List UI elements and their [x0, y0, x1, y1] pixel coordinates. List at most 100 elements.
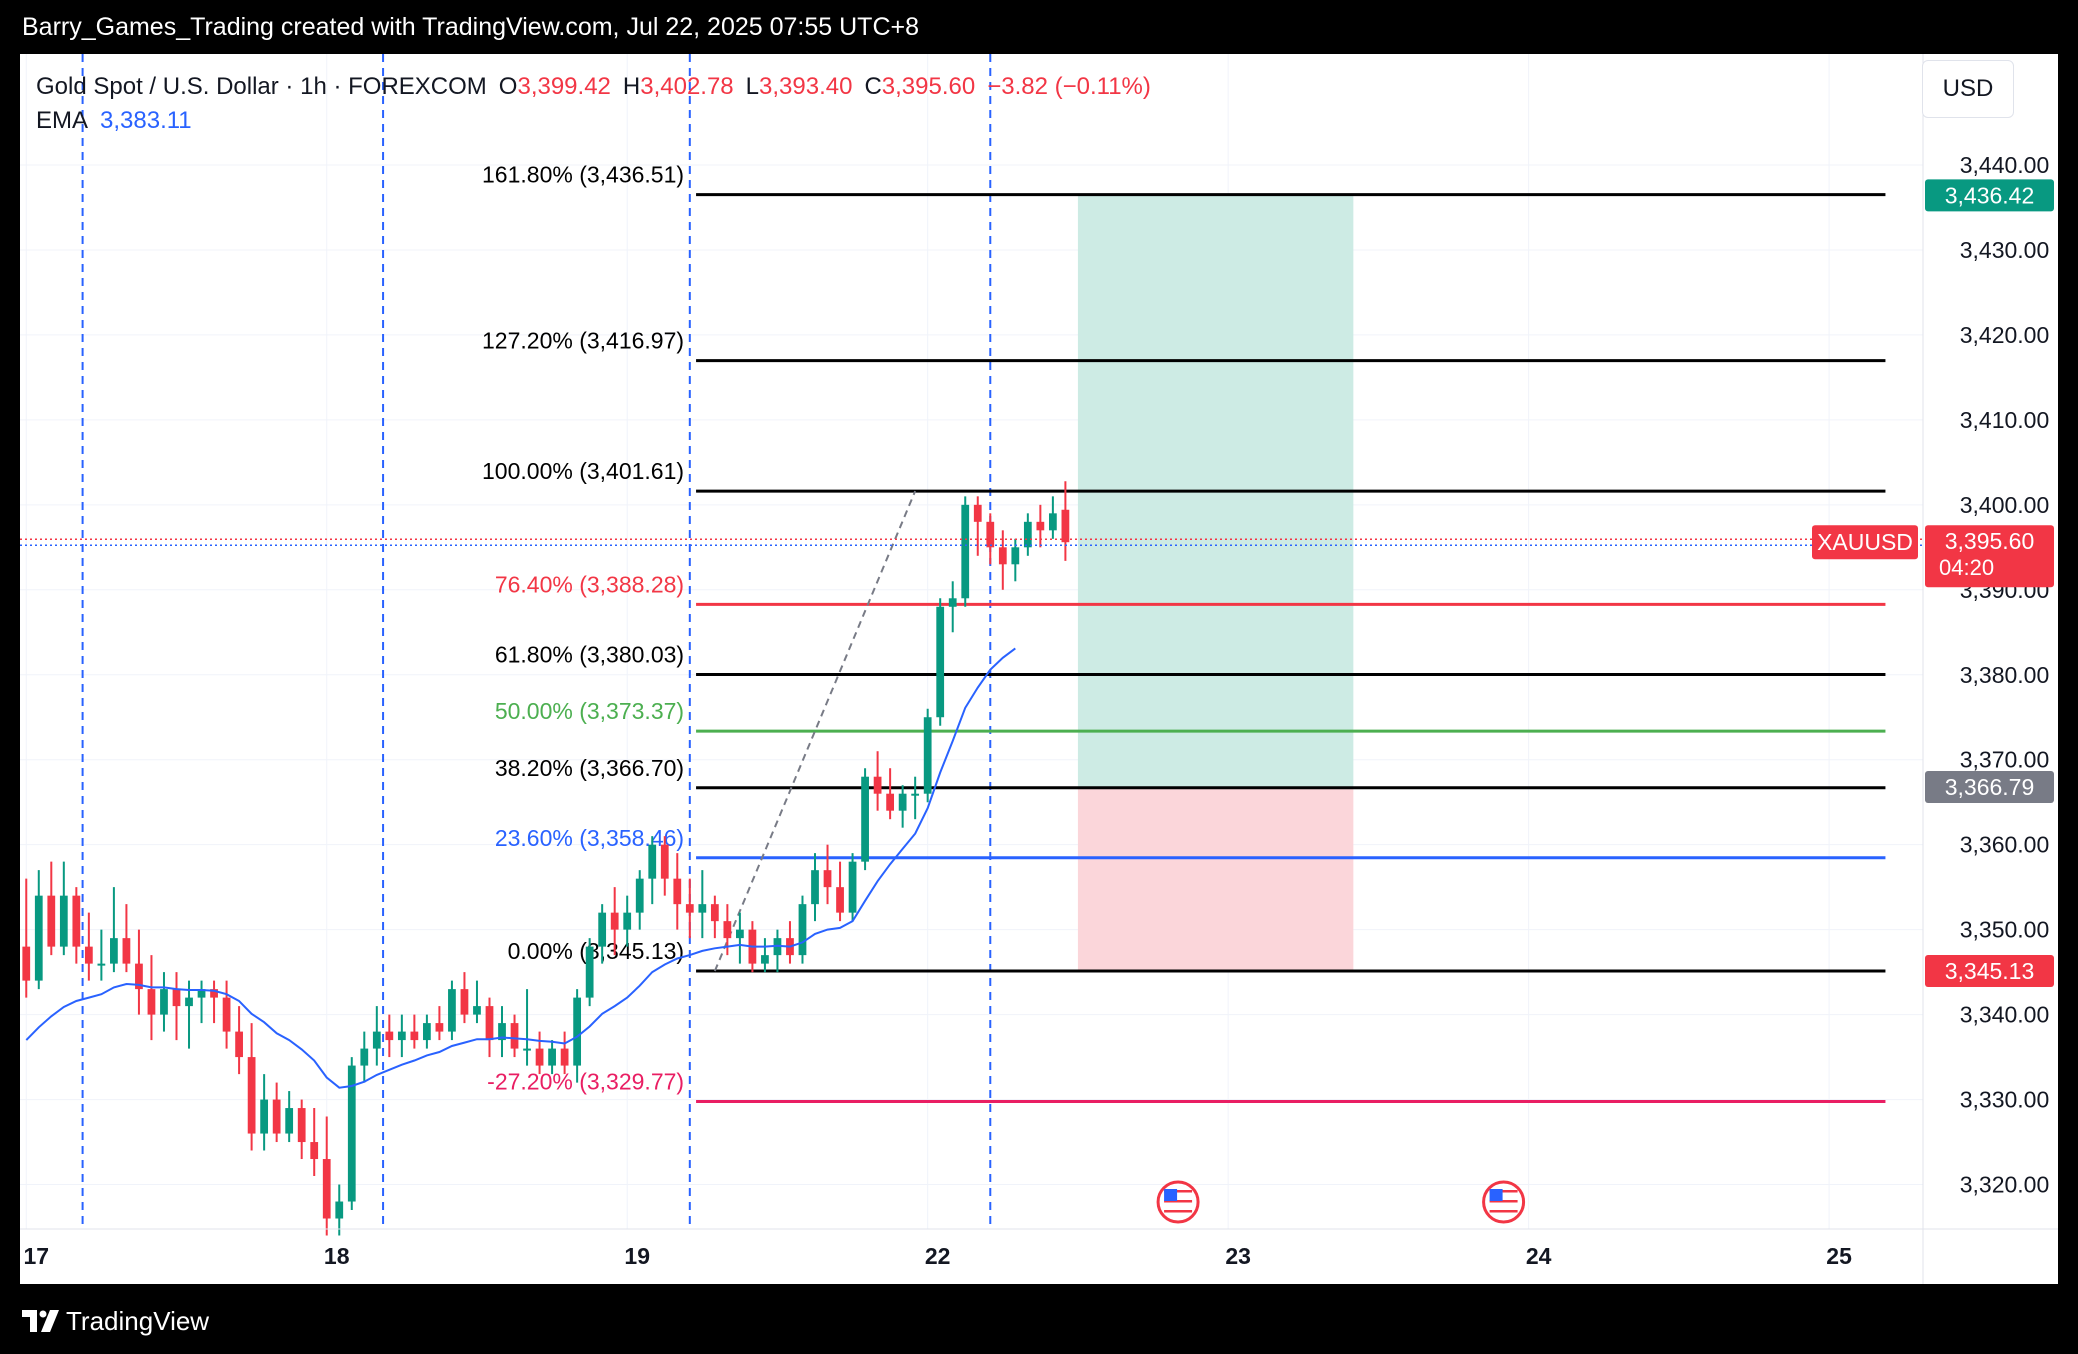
candle: [560, 1031, 569, 1075]
candle: [886, 768, 895, 820]
candle: [372, 1006, 381, 1066]
candle-body: [210, 989, 218, 998]
price-tag: 3,366.79: [1925, 770, 2054, 803]
candle-body: [1036, 521, 1045, 531]
candle: [473, 980, 481, 1024]
candle: [135, 929, 143, 1015]
price-tag-text: 3,345.13: [1945, 958, 2035, 984]
candle-body: [347, 1065, 356, 1202]
flag-stripe: [1164, 1200, 1193, 1203]
candle: [648, 836, 657, 905]
candle-body: [673, 878, 682, 905]
price-tick-label: 3,330.00: [1960, 1087, 2050, 1113]
candle-body: [861, 776, 869, 862]
price-tag: 3,345.13: [1925, 955, 2054, 988]
candle-body: [385, 1031, 394, 1041]
flag-stripe: [1164, 1210, 1193, 1213]
price-tick-label: 3,350.00: [1960, 917, 2050, 943]
candle-body: [160, 989, 168, 1015]
candle-body: [523, 1048, 531, 1051]
candle: [97, 929, 106, 981]
candle: [973, 496, 982, 556]
candle: [47, 861, 56, 956]
price-tick-label: 3,340.00: [1960, 1002, 2050, 1028]
candle: [736, 912, 744, 964]
candle: [322, 1116, 331, 1236]
candle: [623, 895, 632, 947]
economic-events: [1156, 1180, 1526, 1224]
candle-body: [798, 904, 807, 956]
candle: [310, 1108, 319, 1177]
candle: [598, 904, 607, 964]
candle: [147, 955, 156, 1041]
us-event-flag-icon[interactable]: [1482, 1180, 1526, 1224]
candle-body: [272, 1099, 281, 1134]
chart-pane[interactable]: 161.80% (3,436.51) 127.20% (3,416.97) 100.…: [20, 54, 2058, 1284]
candle-body: [473, 1006, 481, 1015]
flag-stripe: [1164, 1195, 1193, 1198]
fib-level-label: 127.20% (3,416.97): [482, 328, 684, 354]
flag-canton: [1489, 1189, 1503, 1201]
fib-retracement: 161.80% (3,436.51) 127.20% (3,416.97) 100.…: [482, 162, 1886, 1104]
price-tag-bg: [1925, 955, 2054, 988]
candle: [498, 1006, 506, 1058]
candle-body: [410, 1031, 419, 1041]
candle-body: [360, 1048, 369, 1066]
candle-body: [22, 946, 31, 981]
legend-row-ema: EMA 3,383.11: [36, 104, 1151, 138]
symbol-description[interactable]: Gold Spot / U.S. Dollar · 1h · FOREXCOM: [36, 73, 487, 100]
candle: [811, 853, 819, 922]
candle-body: [172, 989, 181, 1007]
close-label: C: [864, 73, 882, 100]
candle-body: [423, 1023, 431, 1041]
low-label: L: [745, 73, 760, 100]
axes: 3,320.00 3,330.00 3,340.00 3,350.00 3,360.00…: [20, 54, 2058, 1284]
candle-body: [110, 938, 118, 964]
open-value: 3,399.42: [517, 73, 611, 100]
price-chart[interactable]: 161.80% (3,436.51) 127.20% (3,416.97) 100.…: [20, 54, 2058, 1284]
candle: [786, 921, 794, 964]
price-tick-label: 3,420.00: [1960, 322, 2050, 348]
candle-body: [548, 1048, 556, 1066]
candle: [660, 836, 669, 896]
change-value: −3.82 (−0.11%): [987, 73, 1151, 100]
candle-body: [610, 912, 619, 930]
price-tick-label: 3,400.00: [1960, 492, 2050, 518]
candle-body: [297, 1108, 306, 1143]
candle: [1061, 481, 1070, 561]
candle-body: [623, 912, 632, 930]
candle: [59, 861, 68, 956]
price-tag: 3,436.42: [1925, 179, 2054, 212]
low-value: 3,393.40: [759, 73, 853, 100]
candle: [911, 776, 920, 820]
high-label: H: [622, 73, 641, 100]
fib-trend-line: [713, 490, 917, 972]
candle: [297, 1099, 306, 1160]
candle: [710, 895, 719, 939]
candle-body: [698, 904, 707, 913]
candle-body: [836, 887, 844, 913]
candle-body: [598, 912, 607, 947]
us-event-flag-icon[interactable]: [1156, 1180, 1200, 1224]
candle-body: [886, 793, 895, 811]
candle: [84, 912, 93, 981]
ema-polyline: [25, 647, 1016, 1089]
candle: [948, 581, 957, 633]
fib-level-label: -27.20% (3,329.77): [487, 1069, 684, 1095]
candle: [1023, 513, 1032, 556]
candle: [435, 1006, 444, 1041]
price-tick-label: 3,410.00: [1960, 407, 2050, 433]
time-tick-label: 17: [23, 1243, 49, 1269]
candle: [72, 887, 81, 964]
high-value: 3,402.78: [640, 73, 734, 100]
symbol-tag: XAUUSD: [1812, 525, 1918, 560]
price-tick-label: 3,440.00: [1960, 152, 2050, 178]
price-tick-label: 3,370.00: [1960, 747, 2050, 773]
candle-body: [72, 895, 81, 947]
price-tag-text: 3,366.79: [1945, 774, 2035, 800]
candle-body: [47, 895, 56, 947]
currency-button[interactable]: USD: [1922, 60, 2014, 118]
candle: [448, 980, 456, 1041]
ema-label[interactable]: EMA: [36, 107, 89, 134]
candle-body: [335, 1201, 344, 1219]
